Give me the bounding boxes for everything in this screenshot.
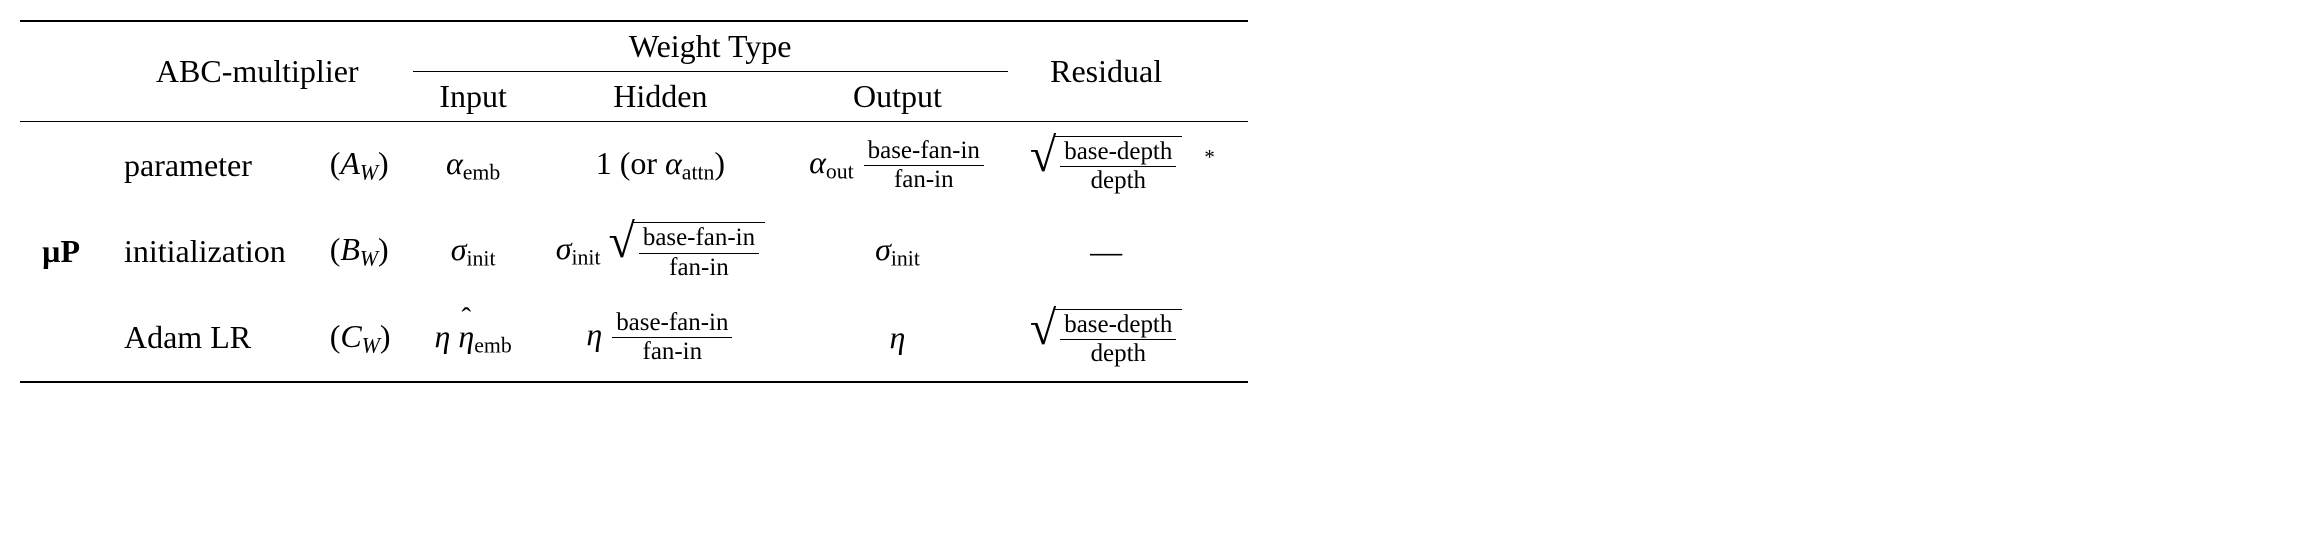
cell-param-residual-note: * [1204, 122, 1248, 209]
header-hidden: Hidden [534, 72, 787, 122]
cell-adam-input: η ηemb [413, 295, 534, 382]
cell-param-hidden: 1 (or αattn) [534, 122, 787, 209]
row-symbol-cw: (CW) [308, 295, 413, 382]
cell-adam-hidden: η base-fan-infan-in [534, 295, 787, 382]
cell-init-input: σinit [413, 208, 534, 294]
mup-table: ABC-multiplier Weight Type Residual Inpu… [20, 20, 1248, 383]
col-blank-end [1204, 22, 1248, 72]
row-group-label: µP [20, 208, 102, 294]
table-row: parameter (AW) αemb 1 (or αattn) αout ba… [20, 122, 1248, 209]
header-residual: Residual [1008, 22, 1204, 122]
header-weight-type: Weight Type [413, 22, 1008, 72]
cell-init-hidden: σinit √ base-fan-infan-in [534, 208, 787, 294]
cell-param-input: αemb [413, 122, 534, 209]
header-input: Input [413, 72, 534, 122]
row-symbol-bw: (BW) [308, 208, 413, 294]
cell-init-output: σinit [787, 208, 1008, 294]
row-label-adam: Adam LR [102, 295, 308, 382]
row-label-init: initialization [102, 208, 308, 294]
cell-adam-output: η [787, 295, 1008, 382]
header-output: Output [787, 72, 1008, 122]
cell-init-residual: — [1008, 208, 1204, 294]
cell-param-output: αout base-fan-infan-in [787, 122, 1008, 209]
cell-param-residual: √ base-depthdepth [1008, 122, 1204, 209]
table-row: µP initialization (BW) σinit σinit √ bas… [20, 208, 1248, 294]
header-abc: ABC-multiplier [102, 22, 413, 122]
table-row: Adam LR (CW) η ηemb η base-fan-infan-in … [20, 295, 1248, 382]
row-label-parameter: parameter [102, 122, 308, 209]
cell-adam-residual: √ base-depthdepth [1008, 295, 1204, 382]
row-symbol-aw: (AW) [308, 122, 413, 209]
col-blank [20, 22, 102, 72]
